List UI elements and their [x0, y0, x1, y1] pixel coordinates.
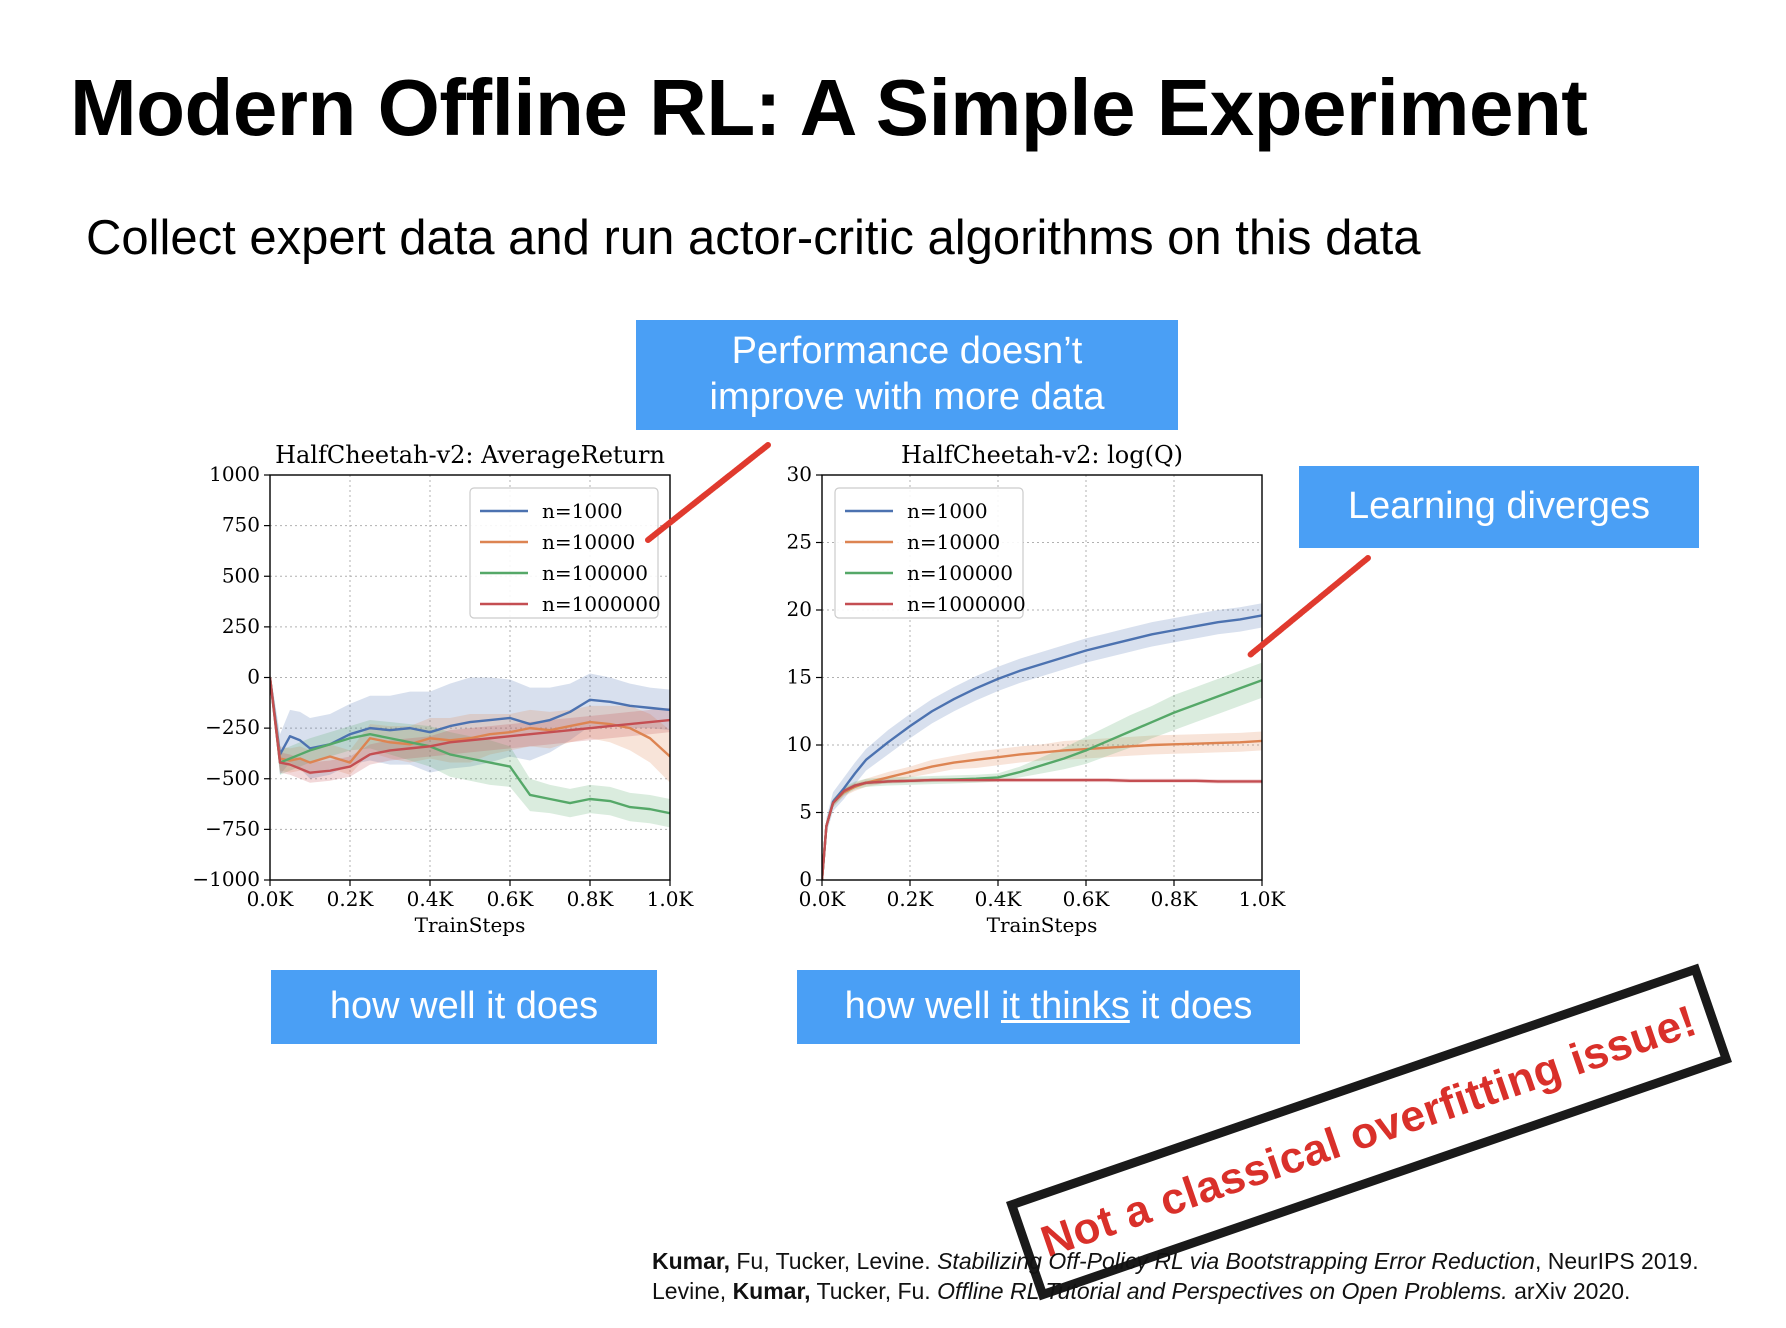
y-tick-label: −750	[205, 816, 260, 840]
legend-label-2: n=100000	[907, 561, 1013, 585]
legend-label-0: n=1000	[907, 499, 988, 523]
series-line-3	[822, 778, 1262, 880]
x-tick-label: 0.4K	[975, 887, 1023, 911]
ref1-venue: , NeurIPS 2019.	[1534, 1248, 1699, 1274]
callout-diverges: Learning diverges	[1299, 466, 1699, 548]
plot-title: HalfCheetah-v2: AverageReturn	[275, 441, 665, 469]
legend-label-1: n=10000	[542, 530, 635, 554]
y-tick-label: 0	[799, 867, 812, 891]
y-tick-label: 10	[787, 732, 812, 756]
y-tick-label: −250	[205, 715, 260, 739]
plot-title: HalfCheetah-v2: log(Q)	[901, 441, 1183, 469]
legend-label-1: n=10000	[907, 530, 1000, 554]
slide-title: Modern Offline RL: A Simple Experiment	[70, 63, 1588, 152]
ref2-authors: Tucker, Fu.	[810, 1278, 938, 1304]
series-line-1	[822, 739, 1262, 880]
y-tick-label: 25	[787, 530, 812, 554]
y-tick-label: 20	[787, 597, 812, 621]
series-band-1	[270, 671, 670, 783]
series-band-0	[822, 603, 1262, 880]
series-band-3	[822, 778, 1262, 880]
x-tick-label: 1.0K	[647, 887, 695, 911]
series-band-2	[822, 662, 1262, 880]
ref2-pre: Levine,	[652, 1278, 733, 1304]
series-line-3	[270, 677, 670, 774]
y-tick-label: 250	[222, 614, 260, 638]
y-tick-label: 15	[787, 665, 812, 689]
legend-box	[834, 487, 1024, 619]
ref2-lead-author: Kumar,	[732, 1278, 811, 1304]
x-tick-label: 0.8K	[567, 887, 615, 911]
y-tick-label: 1000	[209, 462, 260, 486]
y-tick-label: 5	[799, 800, 812, 824]
x-tick-label: 0.2K	[327, 887, 375, 911]
x-tick-label: 0.0K	[247, 887, 295, 911]
x-tick-label: 0.6K	[487, 887, 535, 911]
callout-thinks: how well it thinks it does	[797, 970, 1300, 1044]
x-axis-label: TrainSteps	[415, 913, 526, 937]
callout-how-well-text: how well it does	[329, 985, 599, 1028]
series-band-2	[270, 671, 670, 828]
x-tick-label: 0.8K	[1151, 887, 1199, 911]
chart-log-q: HalfCheetah-v2: log(Q) 0.0K 0.2K 0.4K 0.6K 0.…	[787, 441, 1287, 937]
plot-area	[822, 603, 1262, 880]
plot-area	[270, 671, 670, 828]
x-tick-label: 0.4K	[407, 887, 455, 911]
legend-label-3: n=1000000	[907, 592, 1026, 616]
callout-performance: Performance doesn’t improve with more da…	[636, 320, 1178, 430]
legend: n=1000 n=10000 n=100000 n=1000000	[469, 487, 661, 619]
ref1-authors: Fu, Tucker, Levine.	[729, 1248, 938, 1274]
callout-thinks-post: it does	[1129, 985, 1253, 1028]
reference-1: Kumar, Fu, Tucker, Levine. Stabilizing O…	[652, 1246, 1699, 1276]
ref1-title: Stabilizing Off-Policy RL via Bootstrapp…	[937, 1248, 1535, 1274]
callout-thinks-pre: how well	[844, 985, 1001, 1028]
y-tick-label: 0	[247, 665, 260, 689]
x-axis-label: TrainSteps	[987, 913, 1098, 937]
callout-performance-line2: improve with more data	[709, 376, 1105, 418]
legend: n=1000 n=10000 n=100000 n=1000000	[834, 487, 1026, 619]
series-line-1	[270, 677, 670, 764]
y-tick-label: −500	[205, 766, 260, 790]
series-band-0	[270, 671, 670, 779]
slide-subtitle: Collect expert data and run actor-critic…	[86, 211, 1421, 265]
legend-box	[469, 487, 659, 619]
x-tick-label: 0.6K	[1063, 887, 1111, 911]
x-tick-label: 0.2K	[887, 887, 935, 911]
callout-performance-line1: Performance doesn’t	[731, 330, 1083, 373]
references: Kumar, Fu, Tucker, Levine. Stabilizing O…	[652, 1246, 1699, 1306]
y-tick-label: 500	[222, 563, 260, 587]
legend-label-3: n=1000000	[542, 592, 661, 616]
series-band-1	[822, 731, 1262, 880]
callout-thinks-emphasis: it thinks	[1000, 985, 1130, 1028]
series-line-2	[270, 677, 670, 815]
plot-frame	[269, 474, 671, 881]
ref2-title: Offline RL Tutorial and Perspectives on …	[937, 1278, 1508, 1304]
callout-how-well: how well it does	[271, 970, 657, 1044]
ref2-venue: arXiv 2020.	[1507, 1278, 1631, 1304]
callout-diverges-text: Learning diverges	[1347, 485, 1651, 528]
plot-frame	[821, 474, 1263, 881]
y-tick-label: −1000	[192, 867, 260, 891]
series-line-0	[822, 614, 1262, 880]
ref1-lead-author: Kumar,	[652, 1248, 730, 1274]
y-tick-label: 750	[222, 513, 260, 537]
y-tick-label: 30	[787, 462, 812, 486]
x-tick-label: 1.0K	[1239, 887, 1287, 911]
series-line-0	[270, 677, 670, 756]
chart-average-return: HalfCheetah-v2: AverageReturn 0.0K 0.2K 0.4…	[192, 441, 695, 937]
x-tick-label: 0.0K	[799, 887, 847, 911]
legend-label-2: n=100000	[542, 561, 648, 585]
reference-2: Levine, Kumar, Tucker, Fu. Offline RL Tu…	[652, 1276, 1699, 1306]
legend-label-0: n=1000	[542, 499, 623, 523]
